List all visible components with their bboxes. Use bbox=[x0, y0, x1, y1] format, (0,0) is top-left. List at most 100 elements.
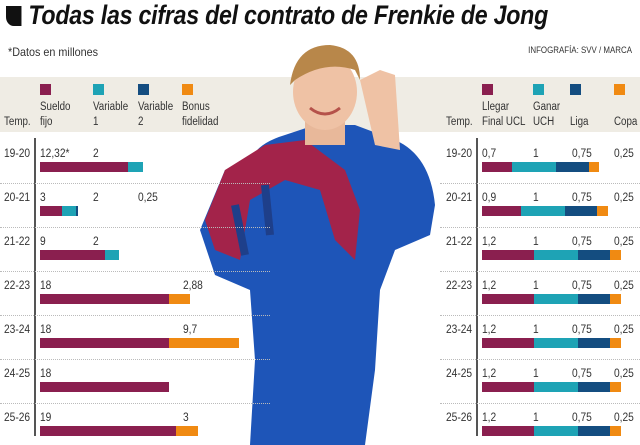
bar-segment bbox=[40, 382, 170, 392]
value-label: 9,7 bbox=[183, 322, 198, 336]
legend-label: 2 bbox=[138, 116, 144, 128]
season-label: 23-24 bbox=[446, 322, 473, 336]
value-label: 1,2 bbox=[482, 410, 497, 424]
value-label: 0,75 bbox=[572, 146, 592, 160]
season-label: 24-25 bbox=[4, 366, 31, 380]
value-label: 0,7 bbox=[482, 146, 497, 160]
value-label: 3 bbox=[183, 410, 189, 424]
value-label: 18 bbox=[40, 366, 52, 380]
bar-segment bbox=[610, 250, 622, 260]
value-label: 0,25 bbox=[614, 234, 634, 248]
bar-segment bbox=[534, 338, 578, 348]
row-separator bbox=[0, 403, 270, 404]
legend-swatch bbox=[614, 84, 625, 95]
row-separator bbox=[440, 227, 640, 228]
row-header: Temp. bbox=[4, 116, 31, 128]
bar-segment bbox=[577, 338, 611, 348]
legend-label: Ganar bbox=[533, 101, 561, 113]
player-hands bbox=[360, 70, 400, 150]
bar-segment bbox=[610, 426, 622, 436]
value-label: 0,75 bbox=[572, 278, 592, 292]
bar-segment bbox=[512, 162, 556, 172]
bar-segment bbox=[534, 250, 578, 260]
row-separator bbox=[440, 183, 640, 184]
value-label: 0,25 bbox=[614, 190, 634, 204]
bar-segment bbox=[555, 162, 589, 172]
legend-swatch bbox=[533, 84, 544, 95]
bar-segment bbox=[128, 162, 143, 172]
legend-label: fijo bbox=[40, 116, 53, 128]
bar-segment bbox=[564, 206, 598, 216]
legend-swatch bbox=[138, 84, 149, 95]
value-label: 0,75 bbox=[572, 322, 592, 336]
season-label: 25-26 bbox=[4, 410, 31, 424]
season-label: 22-23 bbox=[446, 278, 473, 292]
bar-segment bbox=[40, 426, 177, 436]
value-label: 0,75 bbox=[572, 234, 592, 248]
bar-segment bbox=[482, 206, 522, 216]
legend-label: fidelidad bbox=[182, 116, 219, 128]
bar-segment bbox=[534, 294, 578, 304]
value-label: 12,32* bbox=[40, 146, 70, 160]
legend-label: Bonus bbox=[182, 101, 210, 113]
page-title: Todas las cifras del contrato de Frenkie… bbox=[6, 0, 548, 31]
bar-segment bbox=[521, 206, 565, 216]
legend-label: Copa bbox=[614, 116, 638, 128]
value-label: 1 bbox=[533, 278, 539, 292]
bar-segment bbox=[75, 206, 78, 216]
value-label: 0,25 bbox=[138, 190, 158, 204]
legend-label: Llegar bbox=[482, 101, 510, 113]
legend-swatch bbox=[482, 84, 493, 95]
value-label: 0,25 bbox=[614, 278, 634, 292]
legend-label: UCH bbox=[533, 116, 555, 128]
value-label: 9 bbox=[40, 234, 46, 248]
value-label: 1 bbox=[533, 366, 539, 380]
row-header: Temp. bbox=[446, 116, 473, 128]
bar-segment bbox=[534, 382, 578, 392]
bar-segment bbox=[61, 206, 76, 216]
value-label: 1,2 bbox=[482, 234, 497, 248]
bar-segment bbox=[577, 294, 611, 304]
player-photo bbox=[200, 45, 435, 445]
value-label: 3 bbox=[40, 190, 46, 204]
row-separator bbox=[0, 271, 270, 272]
season-label: 25-26 bbox=[446, 410, 473, 424]
value-label: 2 bbox=[93, 190, 99, 204]
bar-segment bbox=[176, 426, 198, 436]
legend-label: Liga bbox=[570, 116, 589, 128]
season-label: 20-21 bbox=[446, 190, 473, 204]
row-separator bbox=[0, 359, 270, 360]
bar-segment bbox=[482, 250, 535, 260]
units-note: *Datos en millones bbox=[8, 45, 99, 59]
row-separator bbox=[440, 359, 640, 360]
player-hair bbox=[290, 45, 360, 85]
bar-segment bbox=[104, 250, 119, 260]
legend-label: Final UCL bbox=[482, 116, 526, 128]
bar-segment bbox=[482, 338, 535, 348]
season-label: 21-22 bbox=[4, 234, 31, 248]
row-separator bbox=[0, 227, 270, 228]
bar-segment bbox=[577, 382, 611, 392]
bar-segment bbox=[482, 294, 535, 304]
bar-segment bbox=[534, 426, 578, 436]
row-separator bbox=[440, 271, 640, 272]
value-label: 1,2 bbox=[482, 366, 497, 380]
bar-segment bbox=[588, 162, 600, 172]
row-separator bbox=[440, 403, 640, 404]
bar-segment bbox=[597, 206, 609, 216]
value-label: 0,75 bbox=[572, 190, 592, 204]
row-separator bbox=[0, 315, 270, 316]
season-label: 19-20 bbox=[4, 146, 31, 160]
value-label: 0,75 bbox=[572, 410, 592, 424]
value-label: 2 bbox=[93, 234, 99, 248]
bar-segment bbox=[482, 162, 513, 172]
season-label: 19-20 bbox=[446, 146, 473, 160]
value-label: 0,25 bbox=[614, 322, 634, 336]
title-marker-icon bbox=[6, 6, 22, 26]
value-label: 1 bbox=[533, 234, 539, 248]
bar-segment bbox=[577, 250, 611, 260]
bar-segment bbox=[40, 206, 62, 216]
legend-swatch bbox=[93, 84, 104, 95]
value-label: 18 bbox=[40, 278, 52, 292]
